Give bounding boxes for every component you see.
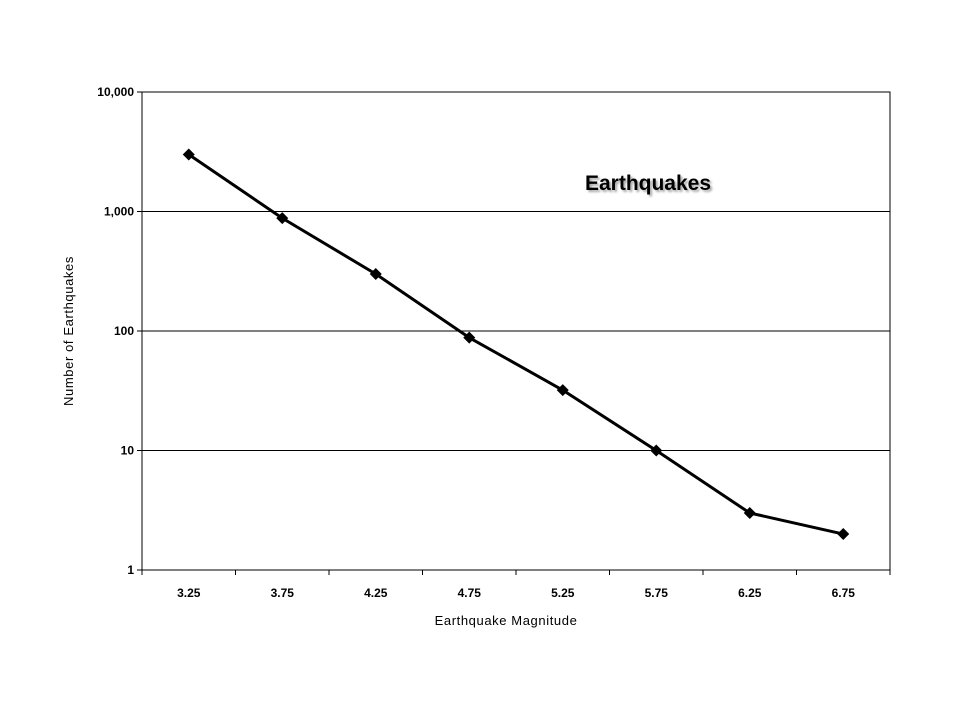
- x-tick-label: 4.75: [458, 586, 482, 600]
- chart-title: Earthquakes: [585, 172, 711, 195]
- x-axis-ticks: [141, 570, 891, 575]
- data-point-marker: [650, 444, 663, 457]
- series-line: [187, 153, 844, 536]
- x-tick-label: 5.25: [551, 586, 575, 600]
- gridlines: [137, 91, 890, 571]
- y-tick-label: 100: [114, 324, 134, 338]
- x-tick-label: 3.75: [271, 586, 295, 600]
- x-axis-title: Earthquake Magnitude: [435, 613, 578, 628]
- x-tick-label: 5.75: [645, 586, 669, 600]
- y-axis-title: Number of Earthquakes: [61, 256, 76, 406]
- tick-labels: 1 10 100 1,000 10,000 3.25 3.75 4.25 4.75 5.25 5.7…: [97, 85, 855, 600]
- data-point-marker: [556, 384, 569, 397]
- data-point-marker: [743, 506, 756, 519]
- x-tick-label: 6.25: [738, 586, 762, 600]
- data-point-marker: [182, 148, 195, 161]
- data-point-marker: [276, 212, 289, 225]
- y-tick-label: 1,000: [104, 205, 134, 219]
- data-point-marker: [463, 331, 476, 344]
- y-tick-label: 10,000: [97, 85, 134, 99]
- x-tick-label: 6.75: [832, 586, 856, 600]
- y-tick-label: 10: [121, 444, 135, 458]
- x-tick-label: 4.25: [364, 586, 388, 600]
- data-point-marker: [369, 267, 382, 280]
- x-tick-label: 3.25: [177, 586, 201, 600]
- series-layer: [182, 148, 850, 541]
- data-point-marker: [837, 528, 850, 541]
- y-tick-label: 1: [127, 563, 134, 577]
